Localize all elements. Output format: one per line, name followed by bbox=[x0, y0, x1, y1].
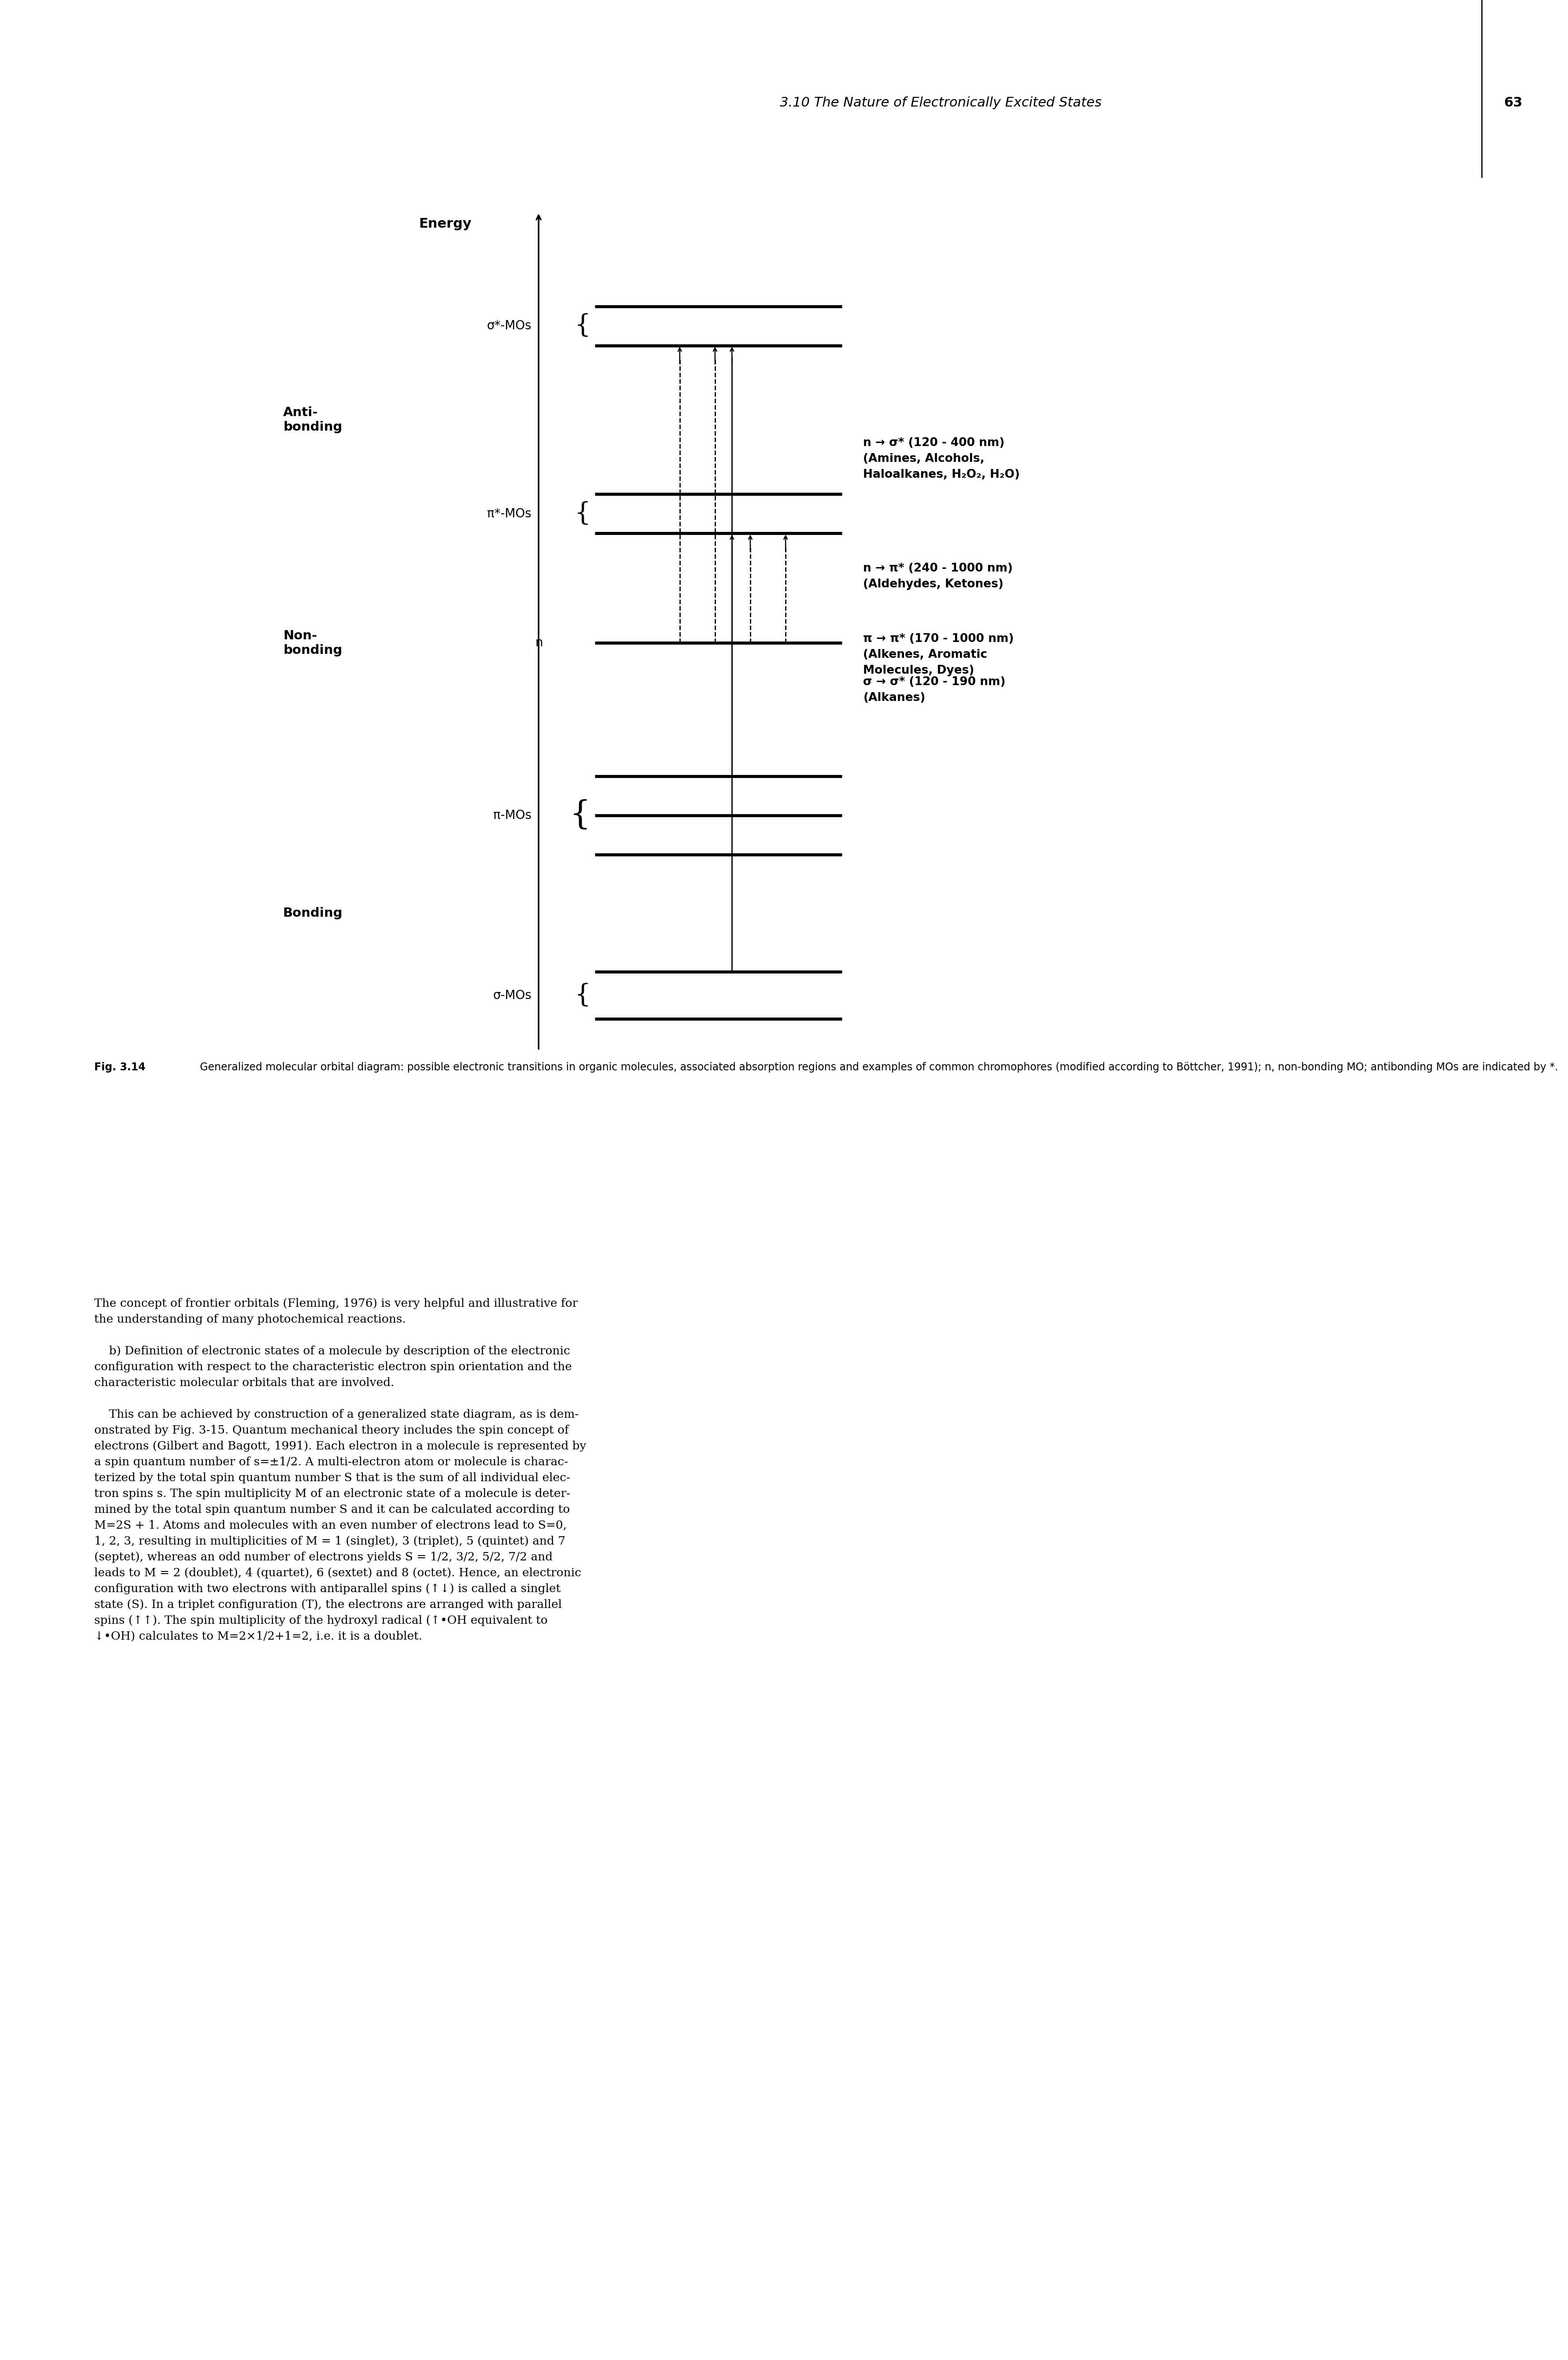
Text: π*-MOs: π*-MOs bbox=[488, 507, 532, 519]
Text: π → π* (170 - 1000 nm)
(Alkenes, Aromatic
Molecules, Dyes): π → π* (170 - 1000 nm) (Alkenes, Aromati… bbox=[864, 632, 1014, 677]
Text: {: { bbox=[574, 314, 591, 337]
Text: {: { bbox=[574, 984, 591, 1008]
Text: {: { bbox=[574, 500, 591, 526]
Text: 3.10 The Nature of Electronically Excited States: 3.10 The Nature of Electronically Excite… bbox=[779, 97, 1102, 109]
Text: Non-
bonding: Non- bonding bbox=[284, 630, 342, 656]
Text: n: n bbox=[535, 637, 543, 649]
Text: 63: 63 bbox=[1504, 97, 1523, 109]
Text: Bonding: Bonding bbox=[282, 906, 343, 920]
Text: σ*-MOs: σ*-MOs bbox=[486, 319, 532, 333]
Text: π-MOs: π-MOs bbox=[494, 809, 532, 821]
Text: n → π* (240 - 1000 nm)
(Aldehydes, Ketones): n → π* (240 - 1000 nm) (Aldehydes, Keton… bbox=[864, 562, 1013, 590]
Text: n → σ* (120 - 400 nm)
(Amines, Alcohols,
Haloalkanes, H₂O₂, H₂O): n → σ* (120 - 400 nm) (Amines, Alcohols,… bbox=[864, 437, 1019, 481]
Text: {: { bbox=[569, 800, 591, 831]
Text: The concept of frontier orbitals (Fleming, 1976) is very helpful and illustrativ: The concept of frontier orbitals (Flemin… bbox=[94, 1298, 586, 1643]
Text: Anti-
bonding: Anti- bonding bbox=[284, 406, 342, 434]
Text: Energy: Energy bbox=[419, 217, 472, 231]
Text: Generalized molecular orbital diagram: possible electronic transitions in organi: Generalized molecular orbital diagram: p… bbox=[193, 1062, 1559, 1071]
Text: σ-MOs: σ-MOs bbox=[492, 989, 532, 1001]
Text: Fig. 3.14: Fig. 3.14 bbox=[94, 1062, 146, 1071]
Text: σ → σ* (120 - 190 nm)
(Alkanes): σ → σ* (120 - 190 nm) (Alkanes) bbox=[864, 677, 1005, 703]
